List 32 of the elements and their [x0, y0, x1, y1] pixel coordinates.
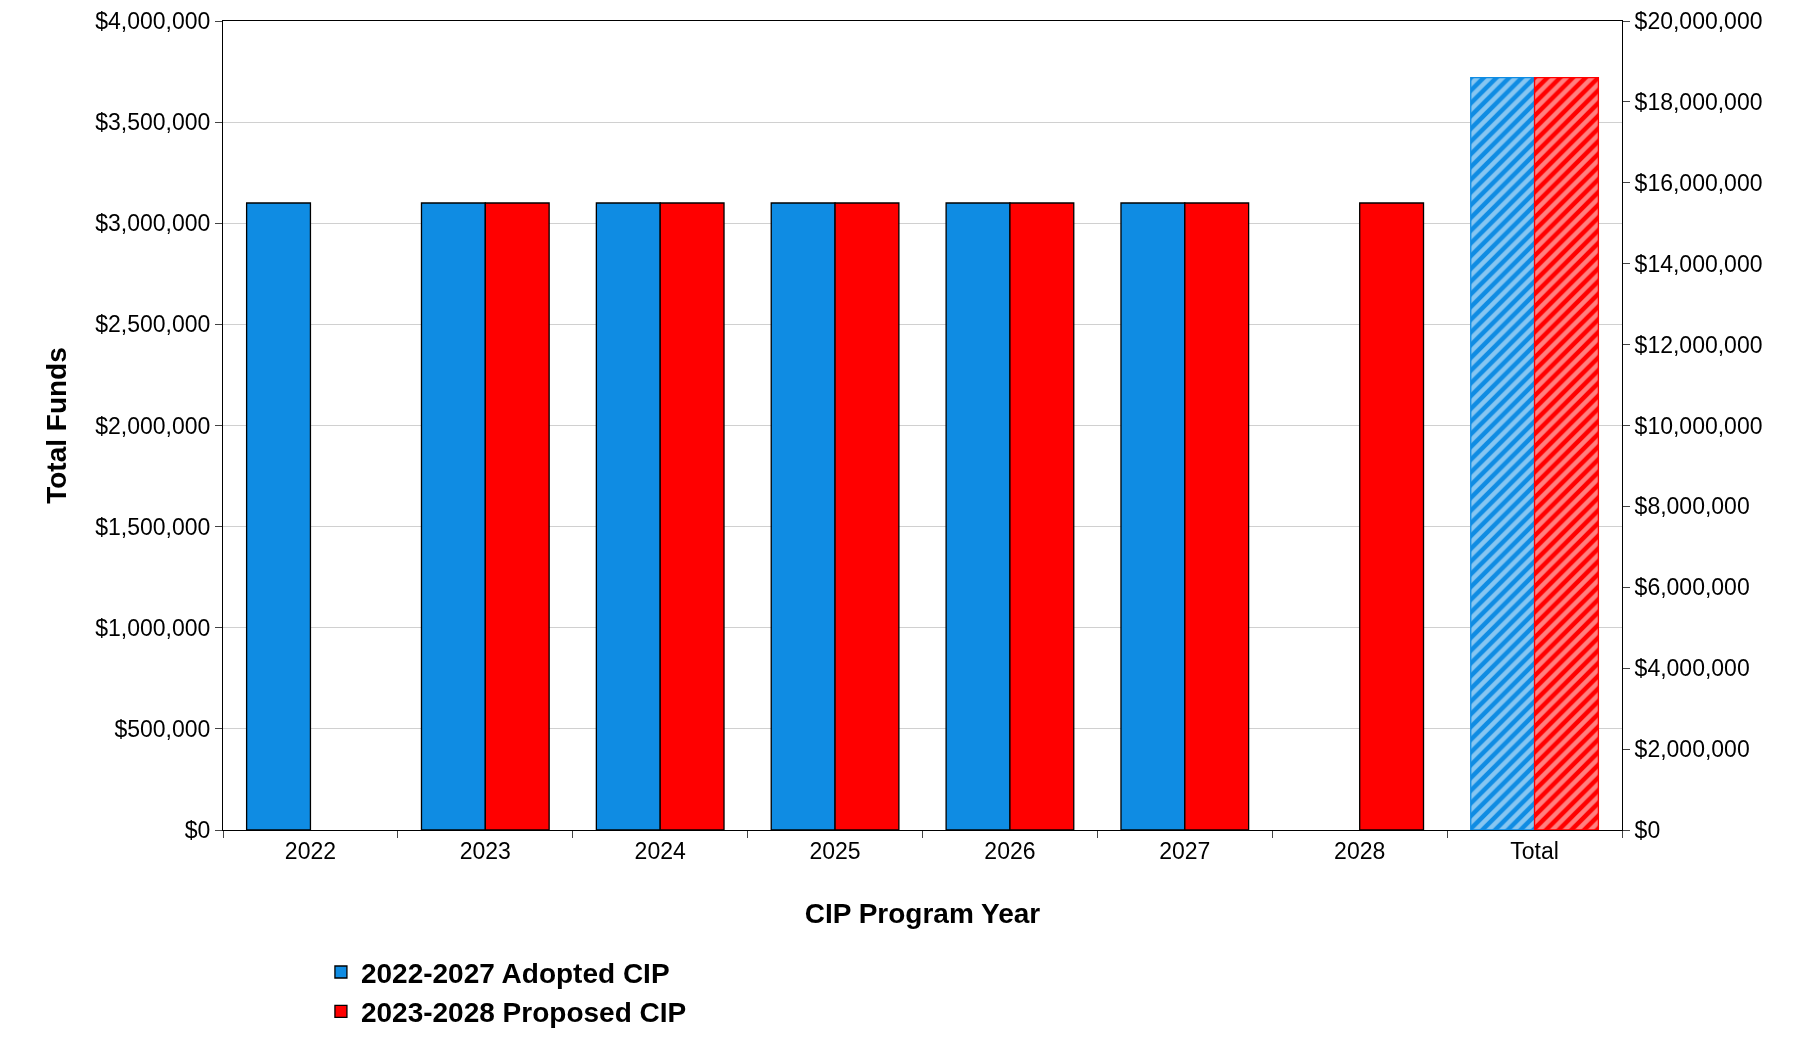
y-tick-label: $500,000: [114, 715, 211, 742]
legend-label: 2023-2028 Proposed CIP: [360, 997, 687, 1029]
y-tick-label: $3,500,000: [95, 109, 211, 136]
x-axis-title: CIP Program Year: [804, 897, 1041, 929]
y2-tick-label: $18,000,000: [1634, 88, 1763, 115]
y-tick-label: $4,000,000: [95, 8, 211, 35]
y-tick-label: $1,500,000: [95, 513, 211, 540]
x-tick-label: 2022: [284, 837, 337, 864]
y2-tick-label: $16,000,000: [1634, 169, 1763, 196]
x-tick-label: 2024: [634, 837, 686, 864]
x-tick-label: 2026: [984, 837, 1036, 864]
y2-tick-label: $6,000,000: [1634, 574, 1750, 601]
y2-tick-label: $10,000,000: [1634, 412, 1763, 439]
y2-tick-label: $8,000,000: [1634, 493, 1750, 520]
y2-tick-label: $20,000,000: [1634, 8, 1763, 35]
y2-tick-label: $12,000,000: [1634, 331, 1763, 358]
y-tick-label: $2,000,000: [95, 412, 211, 439]
y2-tick-label: $14,000,000: [1634, 250, 1763, 277]
y2-tick-label: $2,000,000: [1634, 736, 1750, 763]
x-tick-label: 2025: [809, 837, 861, 864]
y-tick-label: $3,000,000: [95, 210, 211, 237]
y-axis-title: Total Funds: [40, 347, 72, 504]
y-tick-label: $0: [184, 817, 211, 844]
x-tick-label: Total: [1510, 837, 1559, 864]
legend-label: 2022-2027 Adopted CIP: [360, 957, 670, 989]
x-tick-label: 2028: [1334, 837, 1386, 864]
y-tick-label: $1,000,000: [95, 614, 211, 641]
x-tick-label: 2023: [459, 837, 511, 864]
y2-tick-label: $4,000,000: [1634, 655, 1750, 682]
x-tick-label: 2027: [1159, 837, 1211, 864]
y-tick-label: $2,500,000: [95, 311, 211, 338]
y2-tick-label: $0: [1634, 817, 1661, 844]
